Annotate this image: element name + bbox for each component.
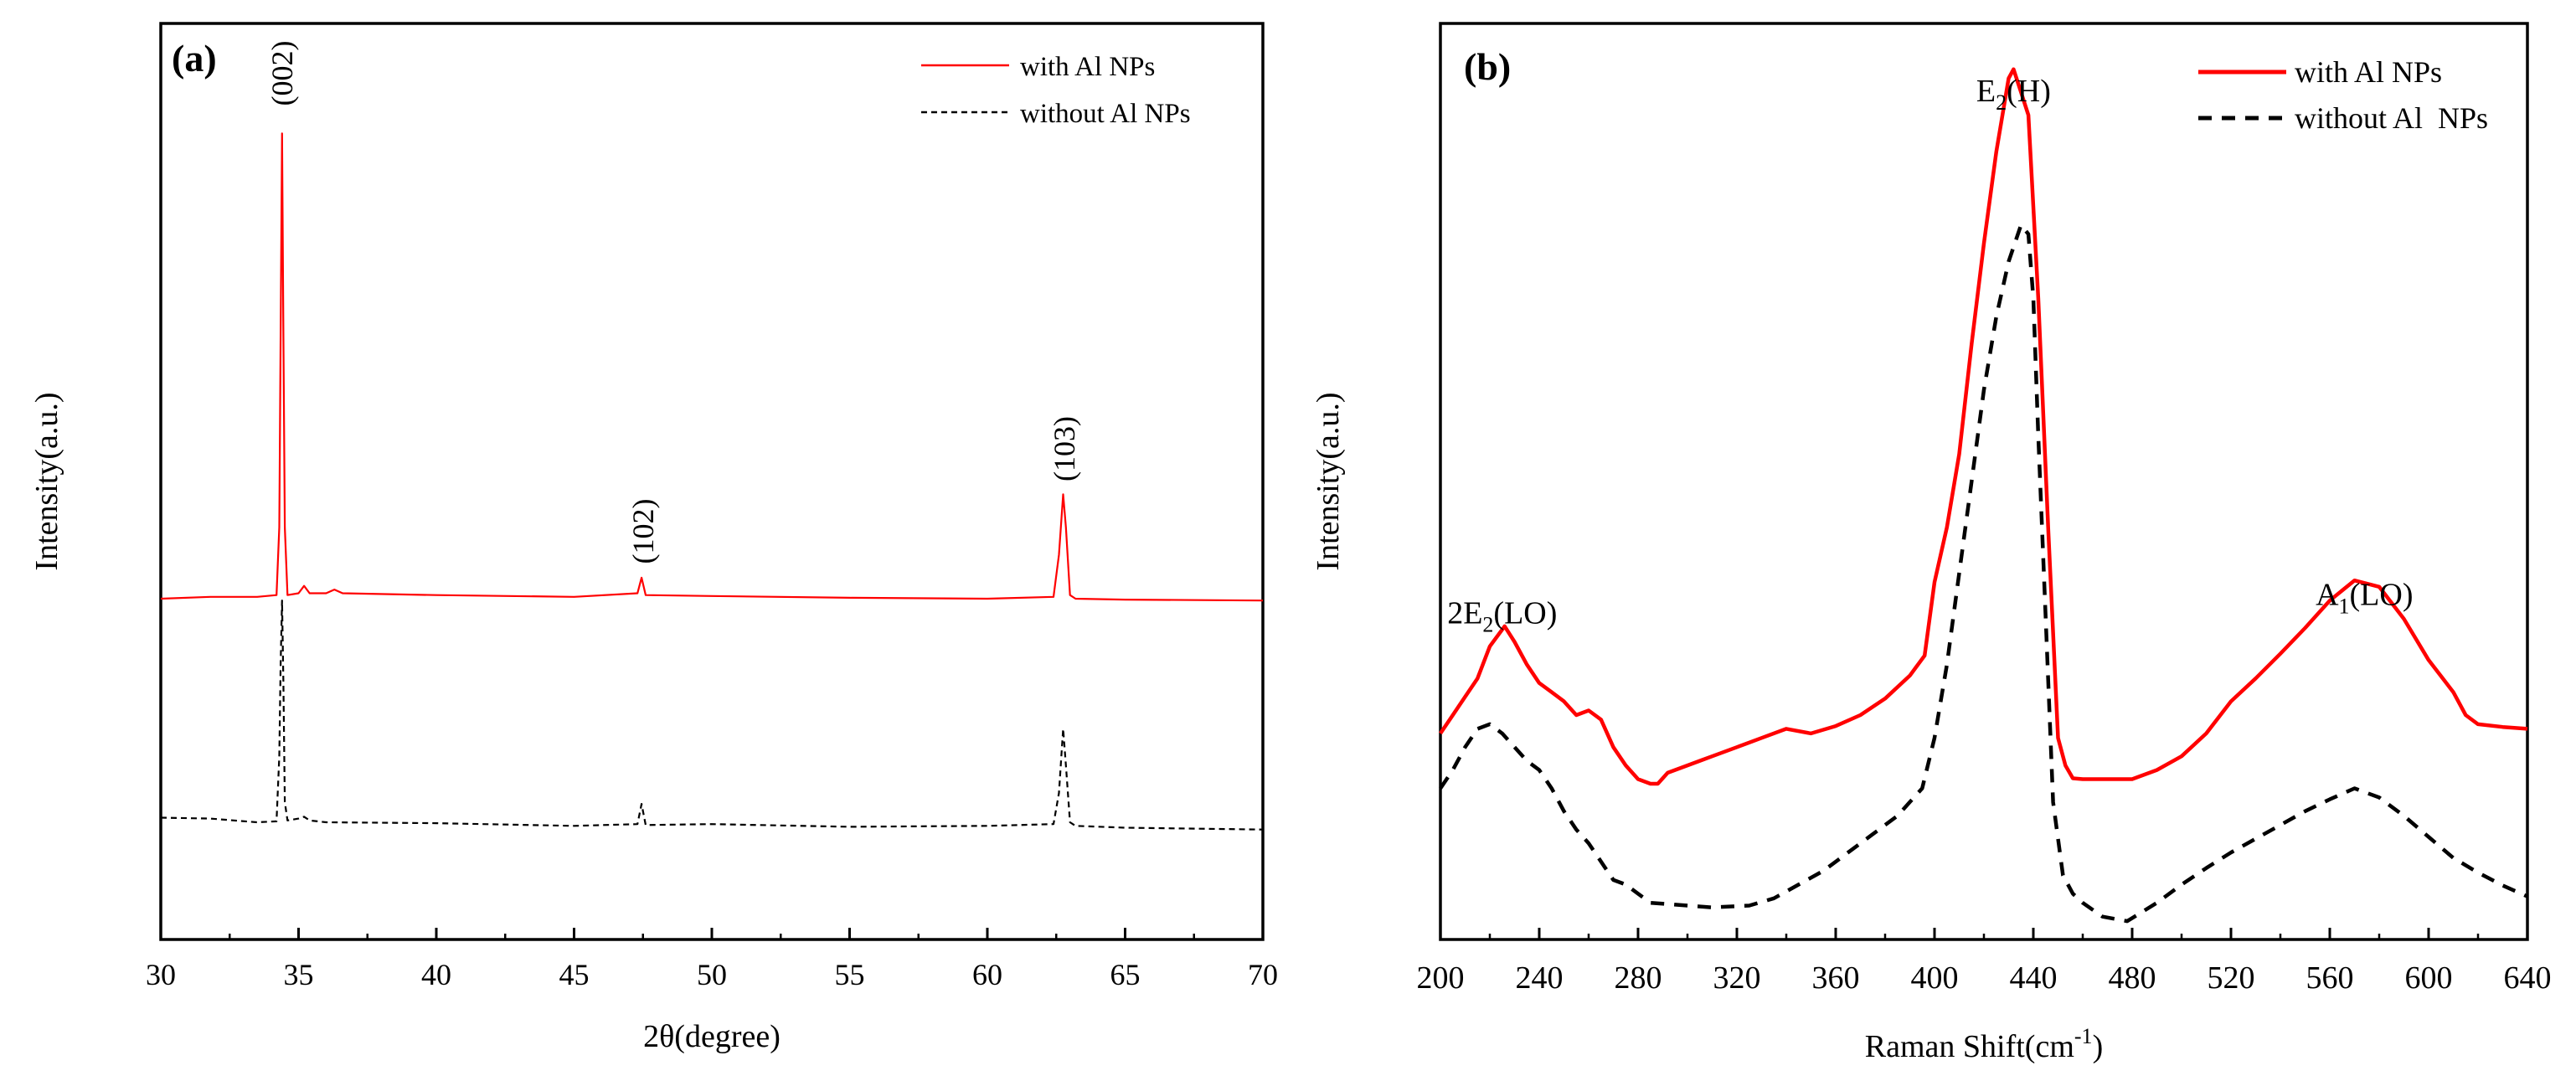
panel-a-peak-label-102: (102): [626, 499, 660, 564]
panel-b-x-tick-label: 520: [2208, 960, 2255, 996]
panel-a-legend-label-with: with Al NPs: [1020, 52, 1155, 82]
panel-a-x-axis-label: 2θ(degree): [643, 1019, 781, 1054]
panel-b: (b) 200 240 280 320 360 400 440 480 520 560 600 640…: [1311, 22, 2552, 1064]
panel-b-y-axis-label: Intensity(a.u.): [1311, 392, 1346, 570]
panel-b-x-tick-label: 440: [2010, 960, 2058, 996]
panel-b-x-tick-label: 240: [1516, 960, 1564, 996]
panel-b-x-tick-labels: 200 240 280 320 360 400 440 480 520 560 600 640: [1417, 960, 2552, 996]
panel-a-legend: with Al NPs without Al NPs: [921, 52, 1191, 129]
panel-b-x-ticks: [1439, 928, 2529, 939]
panel-a-x-ticks: [159, 928, 1265, 939]
panel-a-series-without-al-nps: [160, 600, 1264, 831]
panel-a-x-tick-label: 50: [697, 958, 727, 991]
panel-b-x-tick-label: 600: [2405, 960, 2453, 996]
panel-a-y-axis-label: Intensity(a.u.): [29, 392, 64, 570]
panel-b-x-tick-label: 360: [1812, 960, 1860, 996]
panel-b-legend-label-with: with Al NPs: [2295, 55, 2442, 89]
panel-a-peak-label-103: (103): [1048, 416, 1081, 481]
panel-a-series-with-al-nps: [160, 132, 1264, 602]
panel-a-x-tick-label: 40: [421, 958, 451, 991]
panel-a-x-tick-label: 35: [284, 958, 314, 991]
panel-a-x-tick-label: 70: [1248, 958, 1278, 991]
panel-b-x-tick-label: 280: [1615, 960, 1662, 996]
panel-b-x-tick-label: 320: [1713, 960, 1761, 996]
panel-a: (a) 30 35 40 45 50 55 60 65 70 2θ(degree) Intens…: [29, 22, 1278, 1054]
panel-a-legend-label-without: without Al NPs: [1020, 99, 1191, 129]
panel-b-label: (b): [1464, 45, 1511, 88]
panel-b-peak-label-e2-h: E2(H): [1976, 74, 2051, 115]
panel-b-x-tick-label: 400: [1911, 960, 1959, 996]
panel-a-label: (a): [172, 37, 217, 80]
panel-b-frame: [1439, 22, 2529, 941]
panel-a-x-tick-label: 30: [146, 958, 176, 991]
panel-b-peak-label-a1-lo: A1(LO): [2316, 578, 2413, 619]
panel-b-series-without-al-nps: [1439, 223, 2528, 924]
panel-a-x-tick-labels: 30 35 40 45 50 55 60 65 70: [146, 958, 1278, 991]
panel-a-x-tick-label: 60: [972, 958, 1002, 991]
panel-a-frame: [159, 22, 1265, 941]
panel-b-legend-label-without: without Al NPs: [2295, 101, 2488, 135]
panel-b-x-tick-label: 480: [2109, 960, 2156, 996]
panel-b-x-tick-label: 560: [2306, 960, 2354, 996]
panel-a-x-tick-label: 45: [559, 958, 590, 991]
panel-b-peak-label-2e2-lo: 2E2(LO): [1447, 596, 1557, 637]
panel-b-legend: with Al NPs without Al NPs: [2198, 55, 2488, 135]
panel-b-x-tick-label: 200: [1417, 960, 1465, 996]
panel-a-peak-label-002: (002): [265, 41, 299, 106]
panel-b-x-axis-label: Raman Shift(cm-1): [1865, 1024, 2103, 1064]
panel-a-x-tick-label: 55: [835, 958, 865, 991]
panel-b-x-tick-label: 640: [2504, 960, 2552, 996]
panel-b-series-with-al-nps: [1439, 67, 2528, 786]
panel-a-x-tick-label: 65: [1110, 958, 1141, 991]
